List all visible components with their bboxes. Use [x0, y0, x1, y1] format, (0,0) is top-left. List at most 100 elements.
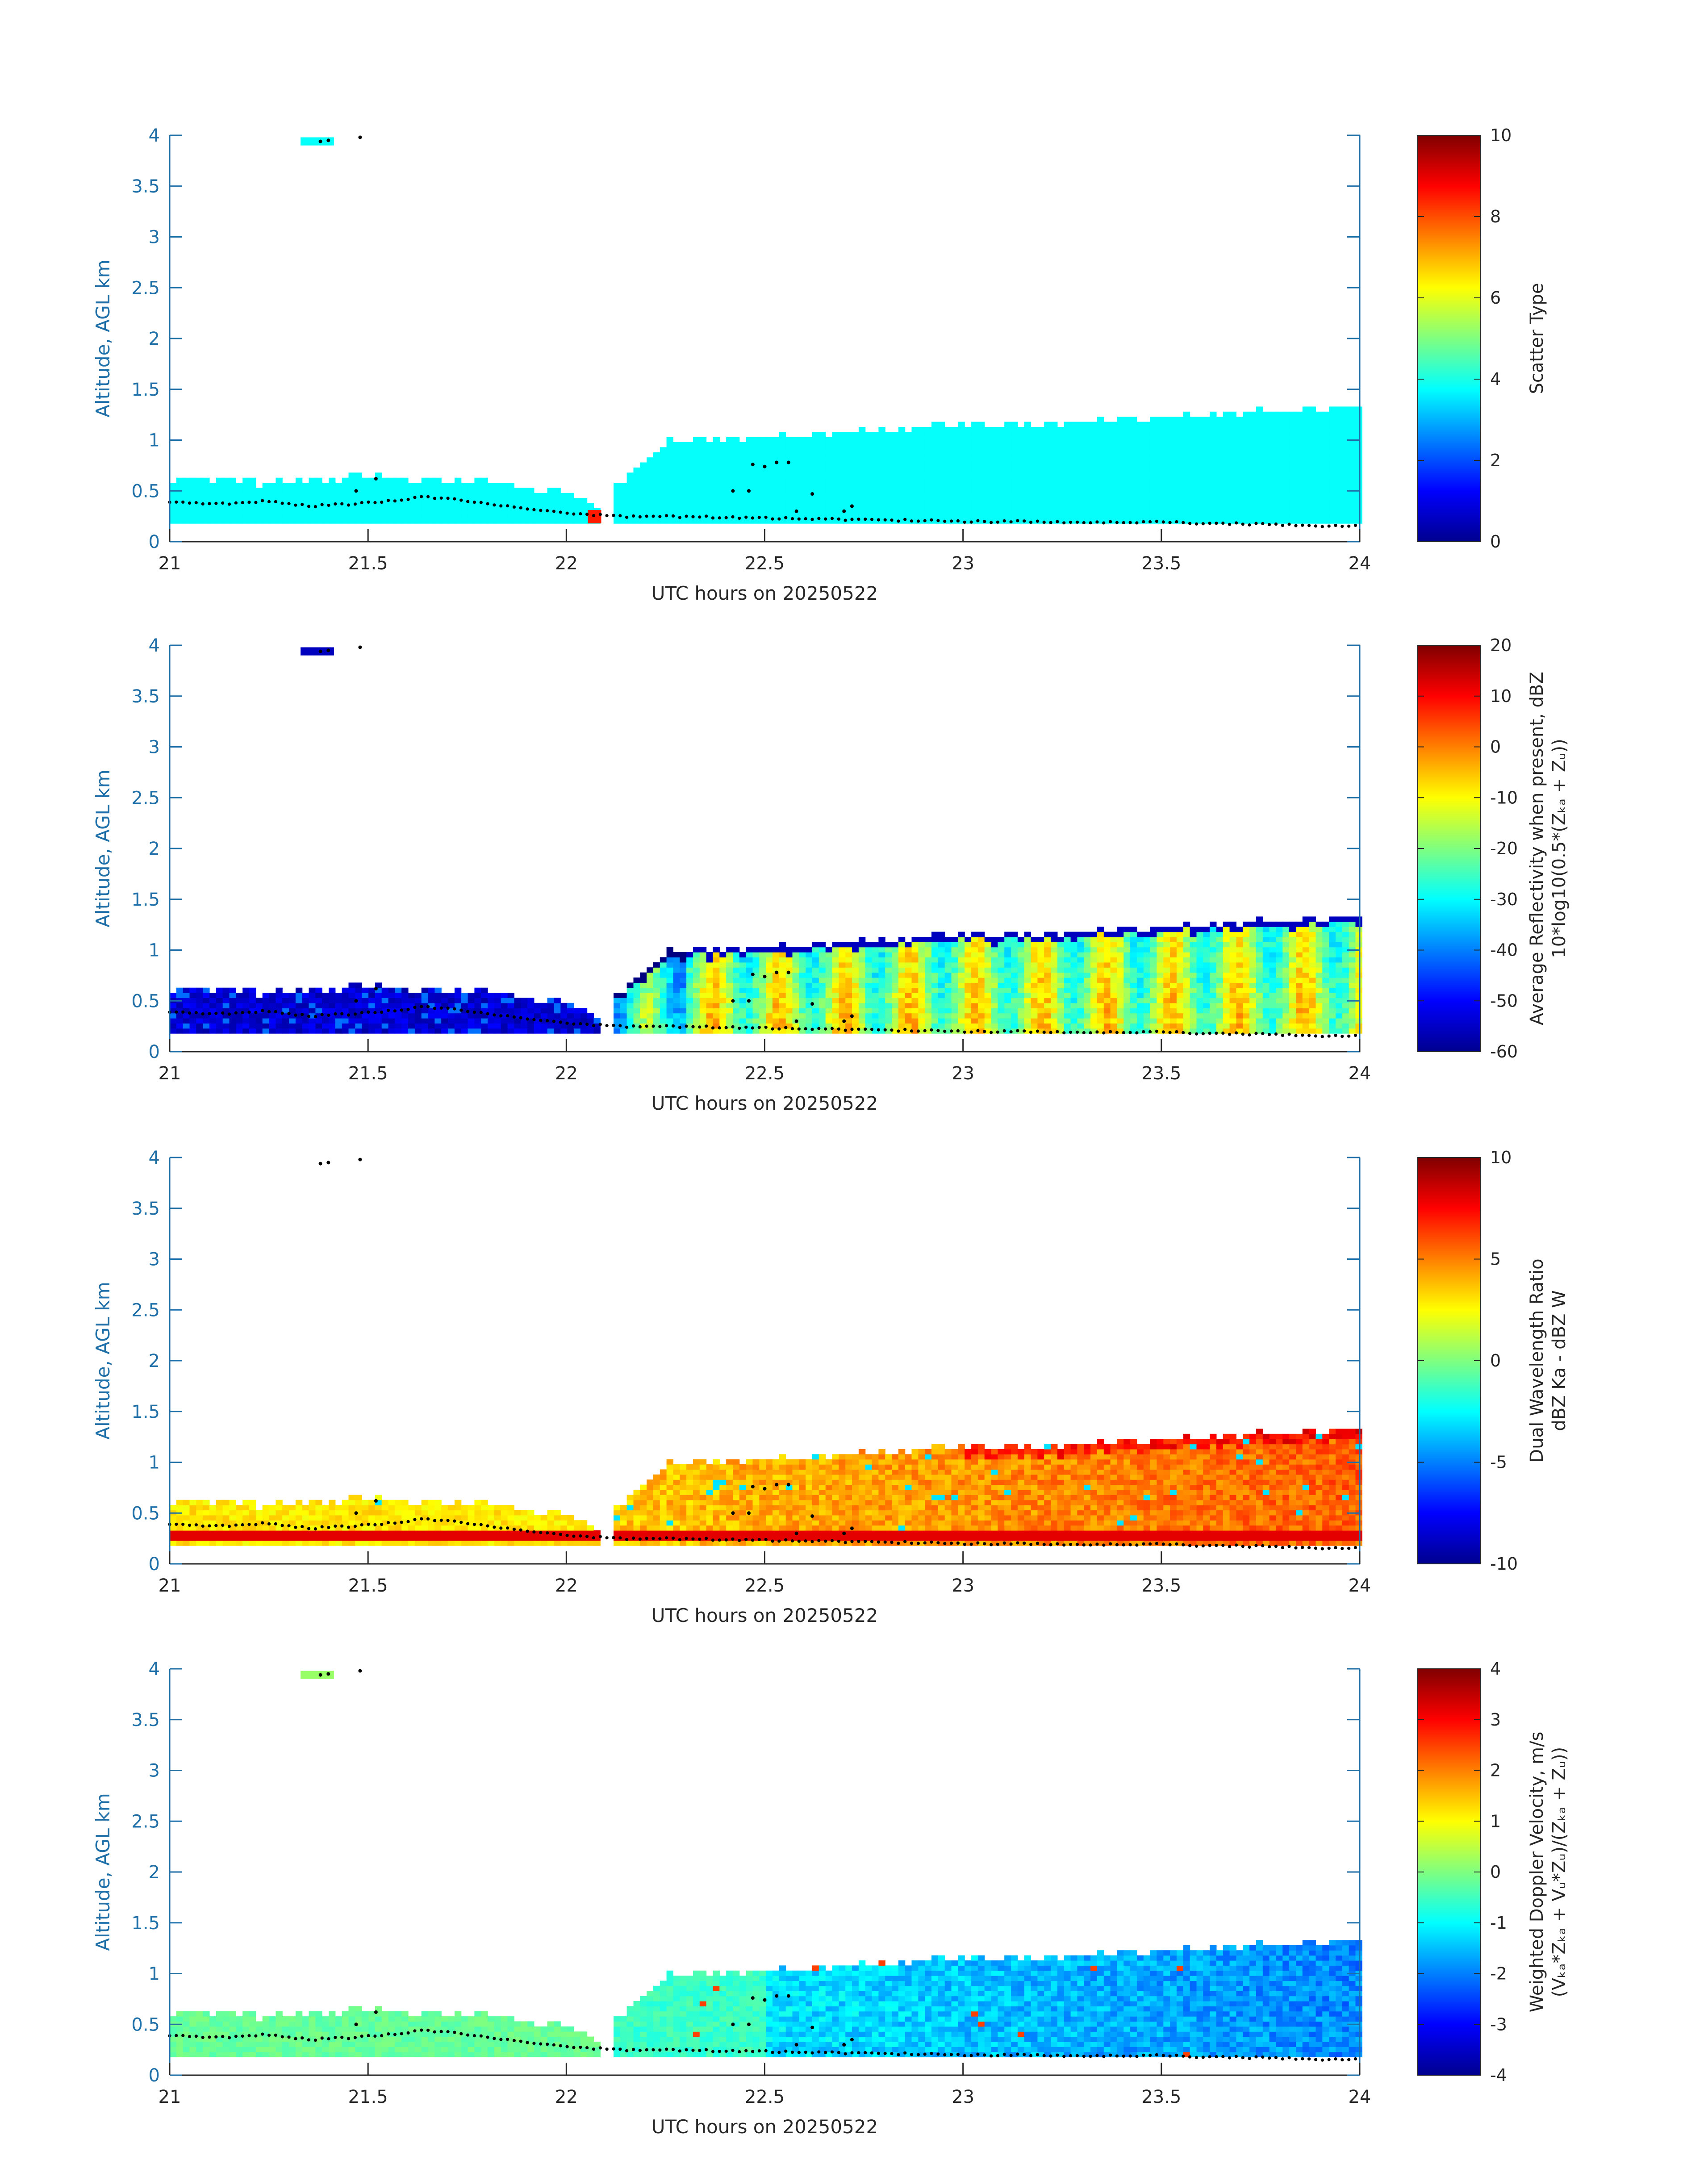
- heatmap-cell: [1276, 452, 1283, 458]
- heatmap-cell: [965, 493, 972, 498]
- heatmap-cell: [812, 982, 819, 988]
- heatmap-cell: [660, 447, 667, 453]
- heatmap-cell: [1143, 962, 1151, 968]
- heatmap-cell: [898, 447, 906, 453]
- heatmap-cell: [1064, 426, 1071, 432]
- cloud-base-dot: [1029, 520, 1033, 524]
- heatmap-cell: [660, 1013, 667, 1019]
- heatmap-cell: [944, 457, 952, 463]
- heatmap-cell: [614, 993, 621, 999]
- heatmap-cell: [865, 432, 873, 438]
- heatmap-cell: [488, 998, 495, 1003]
- heatmap-cell: [998, 483, 1005, 488]
- heatmap-cell: [362, 1013, 369, 1019]
- heatmap-cell: [1143, 508, 1151, 514]
- heatmap-cell: [488, 1023, 495, 1029]
- heatmap-cell: [898, 962, 906, 968]
- heatmap-cell: [408, 1018, 415, 1024]
- heatmap-cell: [806, 452, 813, 458]
- heatmap-cell: [242, 998, 250, 1003]
- heatmap-cell: [918, 947, 925, 953]
- heatmap-cell: [1084, 998, 1091, 1003]
- heatmap-cell: [1276, 488, 1283, 493]
- cloud-base-dot: [731, 515, 735, 518]
- heatmap-cell: [488, 1028, 495, 1034]
- heatmap-cell: [1090, 452, 1098, 458]
- heatmap-cell: [719, 488, 727, 493]
- heatmap-cell: [521, 488, 528, 493]
- cloud-base-dot: [698, 515, 702, 519]
- heatmap-cell: [1084, 422, 1091, 427]
- heatmap-cell: [461, 508, 468, 514]
- heatmap-cell: [1183, 411, 1190, 417]
- heatmap-cell: [401, 1018, 409, 1024]
- heatmap-cell: [1342, 442, 1349, 447]
- heatmap-cell: [693, 1003, 700, 1008]
- heatmap-cell: [792, 503, 799, 509]
- heatmap-cell: [282, 493, 289, 498]
- heatmap-cell: [1150, 417, 1157, 422]
- heatmap-cell: [779, 1008, 786, 1014]
- heatmap-cell: [1203, 503, 1210, 509]
- heatmap-cell: [905, 1028, 912, 1034]
- heatmap-cell: [752, 472, 760, 478]
- heatmap-cell: [1077, 962, 1084, 968]
- heatmap-cell: [362, 1028, 369, 1034]
- heatmap-cell: [534, 508, 541, 514]
- heatmap-cell: [759, 503, 766, 509]
- heatmap-cell: [1051, 977, 1058, 983]
- heatmap-cell: [1322, 472, 1329, 478]
- heatmap-cell: [693, 962, 700, 968]
- heatmap-cell: [262, 508, 270, 514]
- heatmap-cell: [832, 437, 839, 443]
- heatmap-cell: [1011, 472, 1018, 478]
- heatmap-cell: [626, 982, 634, 988]
- heatmap-cell: [1084, 467, 1091, 473]
- heatmap-cell: [1256, 437, 1263, 443]
- heatmap-cell: [1262, 477, 1270, 483]
- heatmap-cell: [998, 426, 1005, 432]
- heatmap-cell: [918, 477, 925, 483]
- heatmap-cell: [1157, 998, 1164, 1003]
- heatmap-cell: [713, 498, 720, 504]
- heatmap-cell: [958, 437, 965, 443]
- heatmap-cell: [699, 967, 707, 973]
- heatmap-cell: [699, 952, 707, 957]
- heatmap-cell: [262, 518, 270, 524]
- heatmap-cell: [189, 493, 196, 498]
- cloud-base-dot: [870, 518, 874, 521]
- heatmap-cell: [626, 993, 634, 999]
- heatmap-cell: [892, 432, 899, 438]
- heatmap-cell: [1136, 432, 1144, 438]
- heatmap-cell: [540, 1008, 548, 1014]
- heatmap-cell: [918, 987, 925, 993]
- heatmap-cell: [1130, 488, 1137, 493]
- heatmap-cell: [1136, 1003, 1144, 1008]
- heatmap-cell: [766, 472, 773, 478]
- heatmap-cell: [918, 972, 925, 978]
- heatmap-cell: [938, 457, 945, 463]
- heatmap-cell: [998, 977, 1005, 983]
- heatmap-cell: [865, 437, 873, 443]
- heatmap-cell: [414, 503, 422, 509]
- heatmap-cell: [713, 957, 720, 963]
- heatmap-cell: [653, 972, 660, 978]
- heatmap-cell: [309, 488, 316, 493]
- heatmap-cell: [1044, 493, 1051, 498]
- heatmap-cell: [1123, 936, 1131, 942]
- heatmap-cell: [1084, 483, 1091, 488]
- heatmap-cell: [454, 513, 462, 519]
- heatmap-cell: [766, 503, 773, 509]
- heatmap-cell: [971, 936, 978, 942]
- heatmap-cell: [971, 483, 978, 488]
- heatmap-cell: [494, 508, 501, 514]
- heatmap-cell: [1117, 982, 1124, 988]
- heatmap-cell: [1017, 432, 1025, 438]
- heatmap-cell: [1090, 993, 1098, 999]
- heatmap-cell: [1163, 942, 1170, 948]
- heatmap-cell: [819, 432, 826, 438]
- heatmap-cell: [203, 498, 210, 504]
- heatmap-cell: [1170, 498, 1177, 504]
- heatmap-cell: [289, 1028, 296, 1034]
- heatmap-cell: [1037, 483, 1044, 488]
